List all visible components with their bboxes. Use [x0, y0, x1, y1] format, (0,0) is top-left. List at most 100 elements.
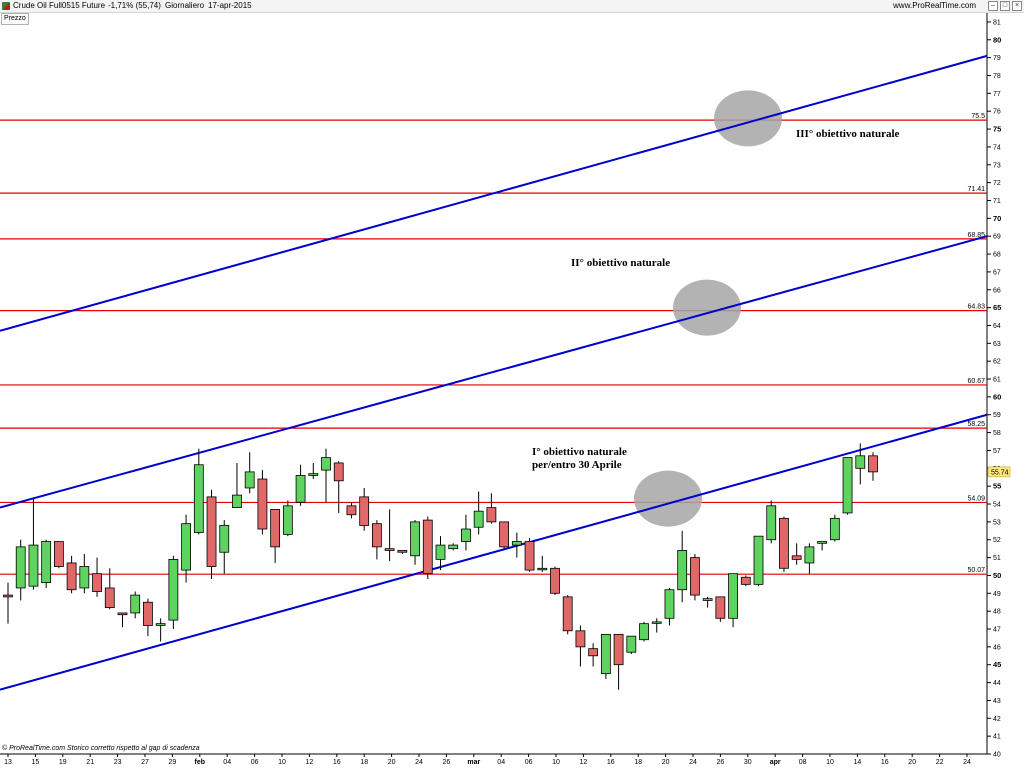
candle-up [168, 558, 179, 621]
level-label: 71.41 [967, 186, 985, 193]
x-tick-label: 12 [580, 759, 588, 766]
x-tick-label: 10 [826, 759, 834, 766]
y-tick-label: 45 [993, 660, 1001, 669]
candle-up [766, 505, 777, 541]
candle-up [155, 623, 166, 626]
candle-down [613, 633, 624, 666]
y-tick-label: 51 [993, 555, 1001, 562]
x-tick-label: 26 [717, 759, 725, 766]
chart-date: 17-apr-2015 [208, 1, 252, 10]
y-tick-label: 64 [993, 323, 1001, 330]
candle-up [664, 589, 675, 619]
x-tick-label: 19 [59, 759, 67, 766]
candle-up [41, 541, 52, 583]
instrument-name: Crude Oil Full0515 Future [13, 1, 106, 10]
candle-up [651, 621, 662, 624]
x-tick-label: 15 [32, 759, 40, 766]
x-tick-label: 08 [799, 759, 807, 766]
candle-up [804, 546, 815, 564]
target-annotation: I° obiettivo naturale [532, 446, 627, 458]
y-tick-label: 40 [993, 752, 1001, 759]
y-tick-label: 74 [993, 144, 1001, 151]
level-label: 58.25 [967, 421, 985, 428]
candle-up [702, 598, 713, 601]
level-label: 54.09 [967, 495, 985, 502]
candle-up [181, 523, 191, 571]
y-tick-label: 58 [993, 430, 1001, 437]
y-tick-label: 65 [993, 303, 1001, 312]
level-label: 68.85 [967, 232, 985, 239]
candle-down [384, 548, 395, 551]
candle-up [410, 521, 420, 557]
minimize-icon[interactable]: – [988, 1, 998, 11]
candle-down [206, 496, 217, 567]
y-tick-label: 57 [993, 448, 1001, 455]
y-tick-label: 63 [993, 341, 1001, 348]
candle-up [244, 471, 255, 489]
channel-line [0, 413, 988, 691]
y-tick-label: 42 [993, 716, 1001, 723]
target-circle [634, 470, 702, 527]
y-tick-label: 59 [993, 412, 1001, 419]
candle-down [143, 601, 153, 626]
candle-down [740, 576, 751, 585]
candle-up [295, 475, 306, 503]
x-tick-label: 04 [223, 759, 231, 766]
candle-down [117, 612, 128, 616]
x-tick-label: 27 [141, 759, 149, 766]
level-label: 60.67 [967, 378, 985, 385]
x-tick-label: 16 [607, 759, 615, 766]
candle-up [829, 517, 840, 541]
y-tick-label: 52 [993, 537, 1001, 544]
candle-up [639, 623, 649, 641]
candle-up [855, 455, 866, 469]
last-price-marker [987, 466, 1011, 478]
x-tick-label: 13 [4, 759, 12, 766]
y-tick-label: 46 [993, 644, 1001, 651]
candle-down [104, 587, 115, 608]
candle-up [448, 544, 459, 550]
candle-up [308, 473, 319, 476]
candle-up [435, 544, 446, 560]
x-tick-label: 06 [251, 759, 259, 766]
target-circle [714, 90, 782, 147]
candle-down [486, 507, 497, 523]
x-tick-label: 24 [963, 759, 971, 766]
candle-up [537, 567, 548, 571]
y-tick-label: 69 [993, 234, 1001, 241]
level-label: 64.83 [967, 304, 985, 311]
candle-up [677, 550, 688, 591]
x-tick-label: 20 [388, 759, 396, 766]
y-tick-label: 67 [993, 269, 1001, 276]
x-tick-label: 20 [662, 759, 670, 766]
panel-label: Prezzo [1, 13, 29, 25]
x-tick-label: 20 [908, 759, 916, 766]
y-tick-label: 47 [993, 627, 1001, 634]
x-tick-label: 16 [333, 759, 341, 766]
y-tick-label: 50 [993, 571, 1001, 580]
candle-down [779, 517, 789, 569]
candle-down [868, 455, 878, 473]
y-tick-label: 77 [993, 91, 1001, 98]
candle-down [562, 596, 573, 632]
candle-up [728, 573, 738, 619]
candle-up [219, 525, 230, 553]
candle-down [397, 550, 408, 553]
period-label: Giornaliero [165, 1, 205, 10]
candle-up [28, 544, 39, 587]
x-tick-label: 18 [634, 759, 642, 766]
channel-line [0, 235, 988, 509]
candle-up [193, 464, 204, 533]
y-tick-label: 80 [993, 35, 1001, 44]
level-label: 75.5 [971, 113, 985, 120]
maximize-icon[interactable]: □ [1000, 1, 1010, 11]
x-tick-label: 10 [278, 759, 286, 766]
x-tick-label: apr [770, 759, 781, 766]
close-icon[interactable]: × [1012, 1, 1022, 11]
candle-down [791, 555, 802, 560]
x-tick-label: 14 [854, 759, 862, 766]
candle-down [346, 505, 357, 516]
x-tick-label: feb [195, 759, 206, 766]
x-tick-label: 24 [689, 759, 697, 766]
candle-up [79, 566, 90, 589]
